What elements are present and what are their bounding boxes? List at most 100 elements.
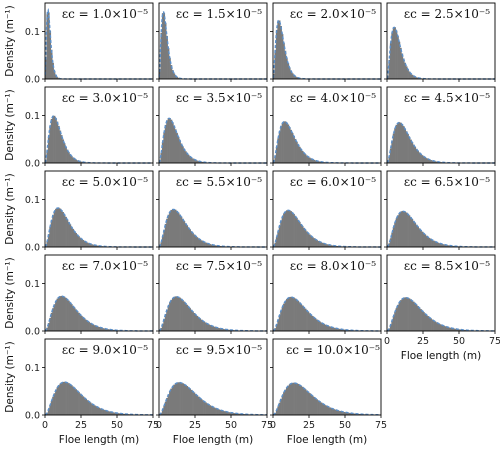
histogram-bar [410, 217, 412, 247]
histogram-bar [176, 133, 179, 163]
histogram-bar [46, 13, 49, 79]
histogram-bar [274, 155, 277, 163]
histogram-bar [428, 317, 431, 331]
histogram-bar [444, 326, 447, 331]
histogram-bar [284, 301, 287, 331]
histogram-bar [401, 124, 404, 163]
histogram-bar [89, 243, 92, 247]
histogram-bar [334, 328, 337, 331]
histogram-bar [207, 404, 210, 415]
histogram-bar [314, 398, 317, 415]
histogram-bar [177, 382, 180, 415]
panel-14: εc = 7.5×10⁻⁵ [156, 254, 268, 334]
histogram-bar [280, 220, 282, 247]
panel-frame [272, 2, 382, 80]
histogram-bar [391, 32, 394, 79]
histogram-bar [182, 146, 184, 163]
histogram-bar [89, 322, 92, 331]
histogram-bar [59, 208, 62, 247]
histogram-bar [334, 409, 337, 415]
histogram-bar [203, 401, 206, 415]
histogram-bar [423, 312, 425, 331]
histogram-bar [440, 324, 443, 331]
histogram-bar [275, 237, 278, 247]
histogram-bar [70, 226, 73, 247]
histogram-bar [441, 325, 444, 331]
y-tick-label: 0.1 [25, 279, 40, 290]
histogram-bar [324, 405, 327, 415]
histogram-bar [164, 22, 167, 80]
histogram-bar [82, 240, 85, 247]
histogram-bar [66, 299, 69, 331]
histogram-bar [404, 297, 407, 331]
histogram-bar [316, 240, 318, 247]
histogram-bar [446, 244, 448, 247]
panel-title: εc = 6.5×10⁻⁵ [404, 175, 490, 189]
histogram-bar [309, 157, 311, 163]
panel-title: εc = 8.5×10⁻⁵ [404, 259, 490, 273]
histogram-bar [56, 298, 59, 331]
histogram-bar [329, 244, 331, 247]
histogram-bar [222, 328, 225, 331]
histogram-bar [164, 223, 167, 247]
histogram-bar [200, 399, 203, 415]
histogram-bar [209, 324, 212, 331]
histogram-bar [311, 159, 314, 163]
histogram-bar [457, 329, 460, 331]
histogram-bar [173, 209, 176, 247]
histogram-bar [447, 245, 450, 247]
histogram-bar [210, 406, 213, 415]
histogram-bar [205, 242, 207, 247]
histogram-bar [301, 225, 304, 247]
histogram-bar [410, 139, 412, 163]
y-tick-label: 0.1 [25, 27, 40, 38]
panel-title: εc = 3.5×10⁻⁵ [176, 91, 262, 105]
histogram-bar [112, 412, 115, 415]
histogram-bar [448, 245, 451, 247]
histogram-bar [284, 211, 287, 247]
histogram-bar [283, 121, 285, 163]
histogram-bar [119, 413, 122, 415]
histogram-bar [330, 408, 333, 415]
histogram-bar [274, 242, 277, 247]
histogram-bar [278, 402, 281, 415]
histogram-bars [273, 296, 369, 331]
histogram-bar [281, 216, 284, 247]
histogram-bar [430, 238, 432, 247]
histogram-bar [333, 409, 336, 415]
histogram-bar [66, 149, 69, 163]
histogram-bar [342, 329, 344, 331]
histogram-bar [176, 76, 179, 79]
histogram-bar [402, 210, 405, 247]
histogram-bar [160, 327, 163, 331]
histogram-bar [176, 210, 179, 247]
histogram-bar [451, 245, 454, 247]
histogram-bar [160, 242, 163, 247]
histogram-bar [180, 298, 183, 331]
histogram-bar [395, 218, 398, 247]
histogram-bar [353, 413, 356, 415]
histogram-bar [277, 138, 280, 163]
histogram-bar [105, 328, 108, 331]
fit-curve [272, 382, 381, 416]
histogram-bar [199, 397, 202, 415]
histogram-bar [99, 327, 102, 331]
histogram-bars [273, 382, 382, 415]
histogram-bar [417, 150, 419, 163]
histogram-bar [304, 154, 307, 163]
histogram-bar [163, 405, 166, 415]
histogram-bar [102, 409, 105, 415]
histogram-bar [95, 245, 98, 247]
histogram-bar [281, 395, 284, 415]
histogram-bar [66, 382, 69, 415]
panel-2: εc = 1.5×10⁻⁵ [156, 2, 268, 82]
panel-title: εc = 2.0×10⁻⁵ [290, 7, 376, 21]
histogram-bar [316, 160, 318, 163]
histogram-bar [278, 225, 281, 247]
histogram-bar [417, 306, 419, 331]
histogram-bar [397, 215, 399, 247]
histogram-bar [291, 382, 294, 415]
histogram-bar [425, 314, 428, 331]
histogram-bar [215, 408, 217, 415]
histogram-bar [297, 144, 300, 163]
